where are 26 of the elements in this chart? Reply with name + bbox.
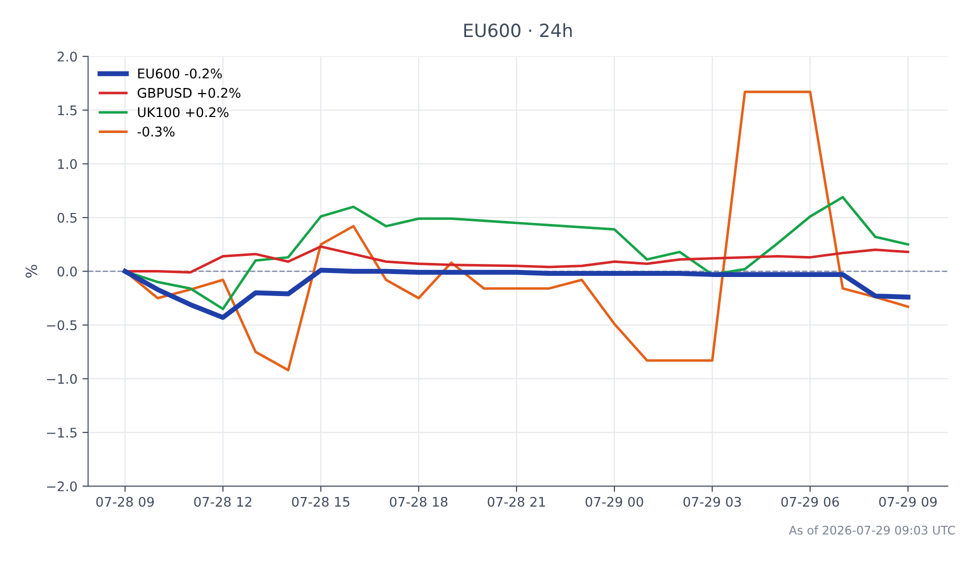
y-tick-label: 1.5 (58, 106, 77, 116)
legend-label: EU600 -0.2% (138, 68, 222, 78)
y-tick-label: −1.5 (47, 428, 77, 438)
x-tick-label: 07-29 03 (683, 496, 741, 507)
y-tick-label: −1.0 (47, 374, 77, 384)
x-tick-label: 07-28 15 (292, 496, 350, 507)
x-tick-label: 07-28 21 (488, 496, 545, 507)
x-tick-label: 07-28 12 (194, 496, 252, 507)
x-tick-label: 07-29 00 (586, 496, 644, 507)
y-tick-label: 2.0 (58, 52, 77, 62)
y-tick-label: −2.0 (47, 481, 77, 492)
legend-label: -0.3% (138, 126, 174, 137)
line-series (122, 268, 910, 320)
y-tick-label: 0.0 (58, 266, 77, 276)
y-tick-label: −0.5 (47, 320, 77, 330)
x-tick-label: 07-28 09 (96, 496, 154, 507)
x-tick-label: 07-29 06 (781, 496, 839, 507)
y-tick-label: 0.5 (58, 212, 77, 223)
legend-label: GBPUSD +0.2% (138, 88, 240, 98)
x-tick-label: 07-28 18 (390, 496, 448, 507)
x-tick-label: 07-29 09 (879, 496, 937, 507)
y-tick-label: 1.0 (58, 159, 77, 170)
legend-label: UK100 +0.2% (138, 107, 228, 118)
chart-title: EU600 · 24h (464, 23, 572, 38)
text: As of 2026-07-29 09:03 UTC (788, 526, 955, 535)
y-axis-title: % (26, 264, 38, 278)
